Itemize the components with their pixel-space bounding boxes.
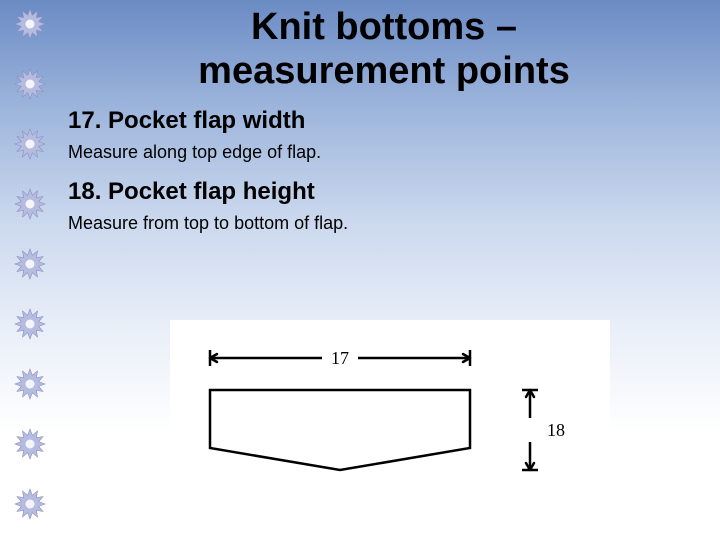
star-bullet-icon — [14, 368, 46, 400]
star-bullet-icon — [14, 488, 46, 520]
pocket-flap-diagram: 17 18 — [170, 320, 610, 490]
dim-label-17: 17 — [331, 348, 349, 368]
star-bullet-icon — [14, 8, 46, 40]
star-bullet-icon — [14, 128, 46, 160]
star-bullet-icon — [14, 188, 46, 220]
slide-content: Knit bottoms – measurement points 17. Po… — [68, 6, 700, 248]
dim-label-18: 18 — [547, 420, 565, 440]
star-bullet-icon — [14, 428, 46, 460]
title-line-2: measurement points — [198, 50, 570, 92]
bullet-column — [14, 8, 46, 520]
star-bullet-icon — [14, 308, 46, 340]
title-line-1: Knit bottoms – — [251, 6, 517, 48]
star-bullet-icon — [14, 68, 46, 100]
section-17-head: 17. Pocket flap width — [68, 107, 700, 135]
section-17-body: Measure along top edge of flap. — [68, 141, 368, 164]
section-18-head: 18. Pocket flap height — [68, 178, 700, 206]
slide-title: Knit bottoms – measurement points — [68, 6, 700, 93]
star-bullet-icon — [14, 248, 46, 280]
section-18-body: Measure from top to bottom of flap. — [68, 212, 368, 235]
